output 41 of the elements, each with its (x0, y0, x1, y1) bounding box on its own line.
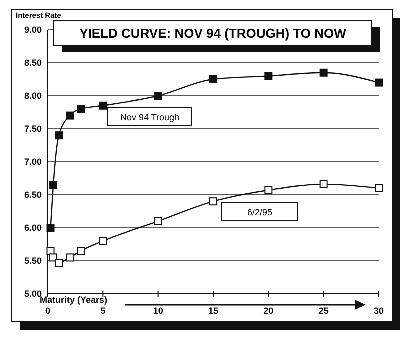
x-tick-label: 0 (45, 306, 51, 316)
point (99, 102, 108, 110)
point (210, 198, 218, 206)
point (320, 68, 328, 77)
chart-title: YIELD CURVE: NOV 94 (TROUGH) TO NOW (80, 26, 348, 41)
point (154, 217, 162, 226)
y-tick-label: 9.00 (24, 25, 42, 35)
y-tick-label: 7.50 (24, 124, 42, 134)
point (375, 184, 383, 192)
x-tick-label: 15 (208, 306, 219, 316)
x-tick-label: 20 (264, 306, 274, 316)
point (66, 254, 74, 262)
point (375, 78, 383, 87)
point (50, 254, 58, 262)
series-label: Nov 94 Trough (120, 112, 180, 122)
x-tick-label: 25 (318, 306, 329, 316)
x-axis-title: Maturity (Years) (40, 295, 108, 305)
point (210, 76, 218, 84)
y-tick-label: 8.00 (24, 91, 42, 101)
point (55, 258, 64, 267)
point (154, 92, 162, 100)
point (55, 132, 64, 140)
point (264, 186, 273, 194)
y-tick-label: 5.50 (24, 256, 42, 266)
series-label: 6/2/95 (247, 208, 273, 218)
point (320, 180, 328, 188)
x-tick-label: 10 (153, 306, 164, 316)
y-tick-label: 7.00 (24, 157, 42, 167)
x-tick-label: 30 (374, 306, 384, 316)
y-tick-label: 6.00 (24, 223, 42, 233)
y-tick-label: 6.50 (24, 190, 42, 200)
x-tick-label: 5 (100, 306, 106, 316)
y-tick-label: 8.50 (24, 58, 42, 68)
point (66, 112, 74, 120)
y-tick-label: 5.00 (24, 289, 42, 299)
point (99, 237, 108, 246)
point (77, 105, 86, 114)
point (46, 224, 55, 232)
point (77, 247, 86, 256)
point (264, 72, 273, 80)
point (50, 181, 58, 190)
